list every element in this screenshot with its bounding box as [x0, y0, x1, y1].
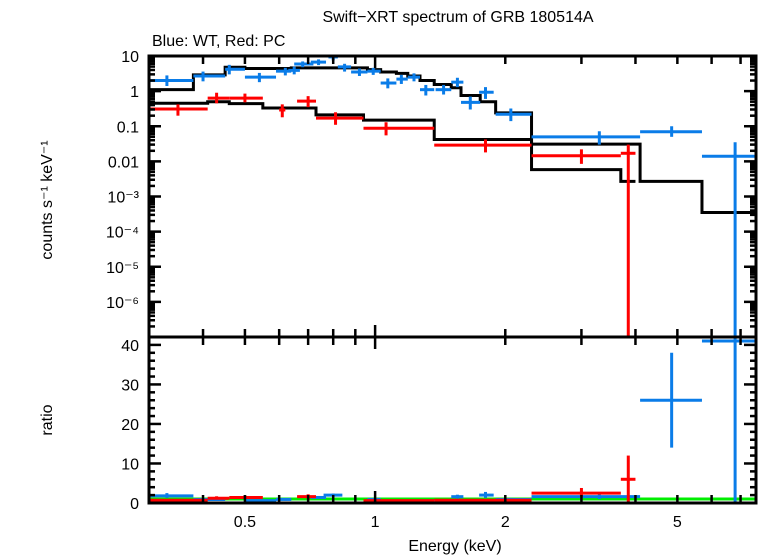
data-point-wt-ratio: [244, 499, 277, 503]
data-point-pc-ratio: [149, 498, 208, 502]
data-point-wt-data: [288, 66, 300, 75]
y-tick-label: 0.01: [108, 154, 139, 171]
y-tick-label: 10⁻⁵: [106, 260, 139, 277]
data-point-wt-data: [310, 59, 327, 66]
plot-layer: 10 1 0.1 0.01 10⁻³ 10⁻⁴ 10⁻⁵ 10⁻⁶ 0 10 20 30 40 0.5 1 2…: [106, 49, 758, 531]
data-point-wt-data: [419, 84, 435, 96]
data-point-pc-data: [279, 104, 286, 118]
y-tick-label: 20: [121, 417, 139, 434]
data-point-wt-data: [435, 84, 452, 95]
y-tick-label: 1: [130, 84, 139, 101]
panel-ratio: 0 10 20 30 40: [121, 335, 758, 513]
data-point-wt-data: [149, 75, 194, 86]
panel-content: [149, 56, 756, 337]
data-point-pc-data: [229, 93, 263, 103]
data-point-wt-data: [367, 67, 381, 75]
data-point-wt-data: [461, 96, 481, 110]
data-point-wt-ratio: [531, 493, 641, 500]
panel-frame: [147, 335, 758, 505]
data-point-wt-data: [380, 78, 397, 89]
data-point-wt-data: [337, 63, 352, 72]
data-point-wt-data: [451, 77, 464, 88]
data-point-pc-ratio: [434, 498, 532, 502]
y-tick-label: 10: [121, 49, 139, 66]
data-point-wt-ratio: [451, 494, 464, 499]
data-point-pc-data: [207, 92, 230, 104]
data-point-wt-ratio: [640, 352, 702, 448]
data-point-wt-data: [640, 126, 702, 137]
data-point-wt-data: [495, 108, 532, 122]
chart-title: Swift−XRT spectrum of GRB 180514A: [322, 9, 593, 26]
x-axis-label: Energy (keV): [408, 538, 501, 555]
data-point-pc-data: [531, 149, 621, 164]
panel-content: [149, 337, 756, 503]
panel-spectrum: 10 1 0.1 0.01 10⁻³ 10⁻⁴ 10⁻⁵ 10⁻⁶: [106, 49, 758, 339]
data-point-pc-ratio: [620, 455, 636, 503]
x-tick-label: 0.5: [234, 514, 256, 531]
data-point-pc-data: [297, 96, 317, 108]
y-axis-label-ratio: ratio: [39, 404, 56, 435]
y-tick-label: 10: [121, 456, 139, 473]
y-tick-label: 10⁻⁴: [106, 225, 139, 242]
y-tick-label: 30: [121, 377, 139, 394]
y-tick-label: 10⁻³: [107, 190, 139, 207]
data-point-wt-ratio: [701, 337, 756, 503]
data-point-pc-data: [149, 104, 208, 116]
model-pc-model: [149, 100, 636, 183]
data-point-wt-data: [701, 142, 756, 337]
data-point-wt-data: [294, 61, 314, 68]
y-tick-label: 10⁻⁶: [106, 295, 139, 312]
data-point-pc-data: [316, 112, 364, 125]
data-point-wt-ratio: [479, 491, 494, 498]
data-point-pc-data: [363, 122, 435, 136]
x-tick-label: 2: [501, 514, 510, 531]
data-point-wt-data: [351, 68, 368, 76]
data-point-wt-data: [193, 71, 226, 82]
data-point-wt-data: [407, 73, 420, 82]
data-point-pc-ratio: [207, 496, 230, 500]
data-point-wt-data: [244, 72, 277, 83]
chart-subtitle: Blue: WT, Red: PC: [152, 33, 285, 50]
data-point-pc-ratio: [297, 494, 317, 499]
y-tick-label: 0.1: [117, 119, 139, 136]
y-axis-label-spectrum: counts s⁻¹ keV⁻¹: [39, 140, 56, 259]
data-point-wt-ratio: [149, 493, 194, 498]
data-point-wt-data: [531, 131, 641, 145]
y-tick-label: 0: [130, 496, 139, 513]
data-point-pc-data: [620, 144, 636, 337]
x-tick-label: 1: [371, 514, 380, 531]
data-point-wt-data: [396, 74, 408, 84]
data-point-wt-data: [479, 87, 494, 99]
data-point-wt-data: [225, 64, 245, 75]
data-point-pc-data: [434, 139, 532, 153]
y-tick-label: 40: [121, 338, 139, 355]
x-tick-label: 5: [673, 514, 682, 531]
